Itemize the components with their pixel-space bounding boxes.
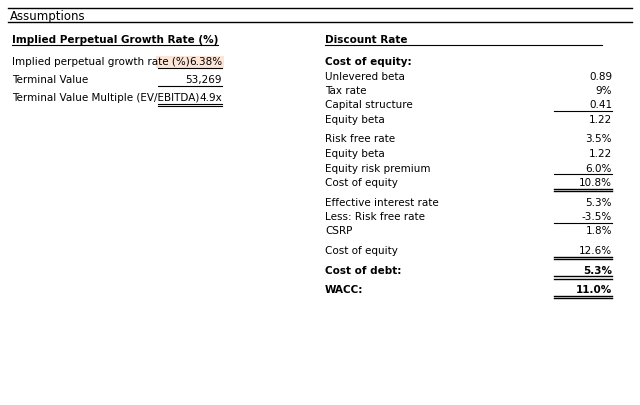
- FancyBboxPatch shape: [156, 56, 224, 68]
- Text: 6.0%: 6.0%: [586, 164, 612, 173]
- Text: 10.8%: 10.8%: [579, 178, 612, 188]
- Text: 9%: 9%: [595, 86, 612, 96]
- Text: 11.0%: 11.0%: [576, 285, 612, 295]
- Text: Effective interest rate: Effective interest rate: [325, 198, 439, 207]
- Text: Terminal Value Multiple (EV/EBITDA): Terminal Value Multiple (EV/EBITDA): [12, 93, 200, 103]
- Text: Terminal Value: Terminal Value: [12, 75, 88, 85]
- Text: Assumptions: Assumptions: [10, 10, 86, 23]
- Text: WACC:: WACC:: [325, 285, 364, 295]
- Text: 1.22: 1.22: [589, 149, 612, 159]
- Text: Less: Risk free rate: Less: Risk free rate: [325, 212, 425, 222]
- Text: Equity risk premium: Equity risk premium: [325, 164, 431, 173]
- Text: 5.3%: 5.3%: [583, 266, 612, 275]
- Text: 6.38%: 6.38%: [189, 57, 222, 67]
- Text: Capital structure: Capital structure: [325, 100, 413, 111]
- Text: 0.89: 0.89: [589, 72, 612, 81]
- Text: Discount Rate: Discount Rate: [325, 35, 408, 45]
- Text: Implied perpetual growth rate (%): Implied perpetual growth rate (%): [12, 57, 189, 67]
- Text: Equity beta: Equity beta: [325, 149, 385, 159]
- Text: 53,269: 53,269: [186, 75, 222, 85]
- Text: Equity beta: Equity beta: [325, 115, 385, 125]
- Text: 4.9x: 4.9x: [199, 93, 222, 103]
- Text: -3.5%: -3.5%: [582, 212, 612, 222]
- Text: Cost of debt:: Cost of debt:: [325, 266, 401, 275]
- Text: Unlevered beta: Unlevered beta: [325, 72, 405, 81]
- Text: Cost of equity:: Cost of equity:: [325, 57, 412, 67]
- Text: CSRP: CSRP: [325, 226, 353, 237]
- Text: 1.22: 1.22: [589, 115, 612, 125]
- Text: Tax rate: Tax rate: [325, 86, 367, 96]
- Text: Risk free rate: Risk free rate: [325, 134, 395, 145]
- Text: Implied Perpetual Growth Rate (%): Implied Perpetual Growth Rate (%): [12, 35, 218, 45]
- Text: 12.6%: 12.6%: [579, 246, 612, 256]
- Text: 1.8%: 1.8%: [586, 226, 612, 237]
- Text: 0.41: 0.41: [589, 100, 612, 111]
- Text: Cost of equity: Cost of equity: [325, 246, 398, 256]
- Text: 3.5%: 3.5%: [586, 134, 612, 145]
- Text: 5.3%: 5.3%: [586, 198, 612, 207]
- Text: Cost of equity: Cost of equity: [325, 178, 398, 188]
